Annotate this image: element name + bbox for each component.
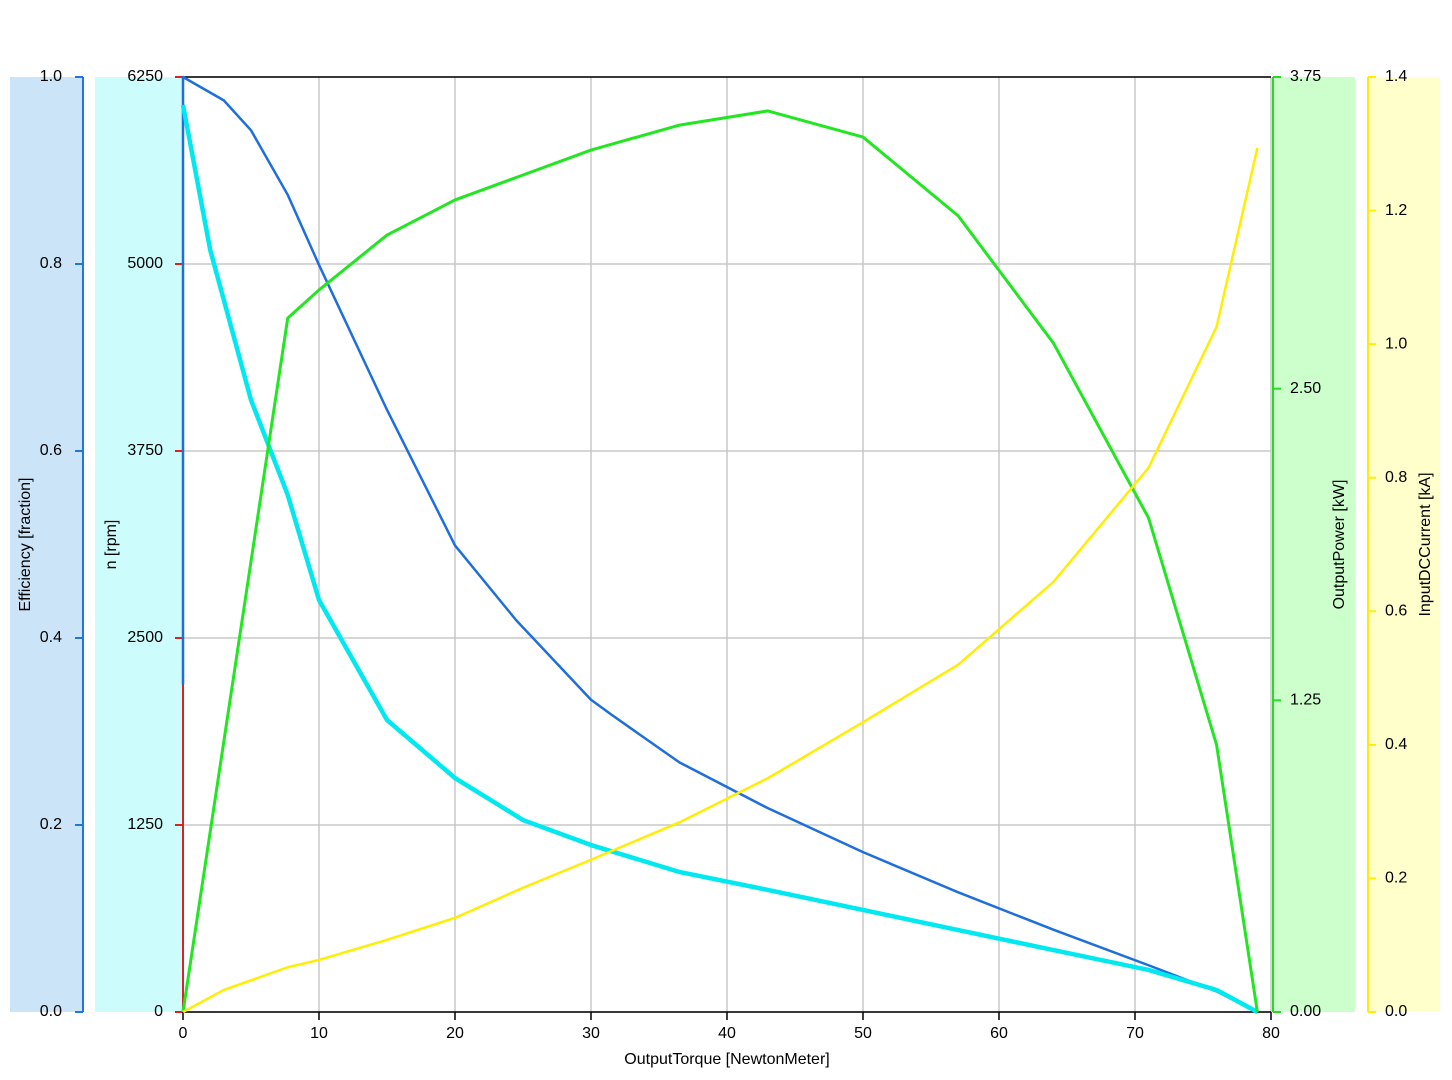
y-tick-label: 0 — [154, 1003, 163, 1020]
y-axis-title: n [rpm] — [103, 520, 120, 570]
x-tick-label: 70 — [1126, 1025, 1144, 1042]
x-tick-label: 20 — [446, 1025, 464, 1042]
y-tick-label: 0.0 — [40, 1003, 62, 1020]
x-tick-label: 40 — [718, 1025, 736, 1042]
y-tick-label: 0.8 — [1385, 469, 1407, 486]
y-tick-label: 1.0 — [40, 68, 62, 85]
y-tick-label: 0.4 — [1385, 736, 1407, 753]
y-tick-label: 2500 — [127, 629, 163, 646]
y-tick-label: 0.2 — [40, 816, 62, 833]
y-tick-label: 1.2 — [1385, 202, 1407, 219]
y-tick-label: 2.50 — [1290, 380, 1321, 397]
y-tick-label: 0.00 — [1290, 1003, 1321, 1020]
y-tick-label: 6250 — [127, 68, 163, 85]
y-tick-label: 3.75 — [1290, 68, 1321, 85]
axis-band — [1368, 77, 1440, 1012]
axis-band — [95, 77, 183, 1012]
x-tick-label: 60 — [990, 1025, 1008, 1042]
y-axis-title: Efficiency [fraction] — [17, 478, 34, 612]
x-tick-label: 10 — [310, 1025, 328, 1042]
y-tick-label: 1.25 — [1290, 692, 1321, 709]
series-line — [181, 109, 1259, 1013]
y-tick-label: 1.0 — [1385, 335, 1407, 352]
x-tick-label: 0 — [179, 1025, 188, 1042]
axis-band — [10, 77, 83, 1012]
y-tick-label: 0.6 — [40, 442, 62, 459]
x-axis-title: OutputTorque [NewtonMeter] — [624, 1051, 829, 1068]
series-line — [182, 147, 1259, 1014]
x-tick-label: 80 — [1262, 1025, 1280, 1042]
y-tick-label: 0.6 — [1385, 603, 1407, 620]
y-tick-label: 0.4 — [40, 629, 62, 646]
y-tick-label: 0.2 — [1385, 870, 1407, 887]
y-axis-title: InputDCCurrent [kA] — [1417, 472, 1434, 616]
y-tick-label: 3750 — [127, 442, 163, 459]
y-tick-label: 0.0 — [1385, 1003, 1407, 1020]
x-tick-label: 30 — [582, 1025, 600, 1042]
x-tick-label: 50 — [854, 1025, 872, 1042]
series-line — [180, 104, 1259, 1014]
y-tick-label: 1.4 — [1385, 68, 1407, 85]
y-tick-label: 1250 — [127, 816, 163, 833]
axis-band — [1273, 77, 1355, 1012]
y-axis-title: OutputPower [kW] — [1331, 480, 1348, 610]
y-tick-label: 0.8 — [40, 255, 62, 272]
y-tick-label: 5000 — [127, 255, 163, 272]
series-line — [181, 75, 1258, 1014]
